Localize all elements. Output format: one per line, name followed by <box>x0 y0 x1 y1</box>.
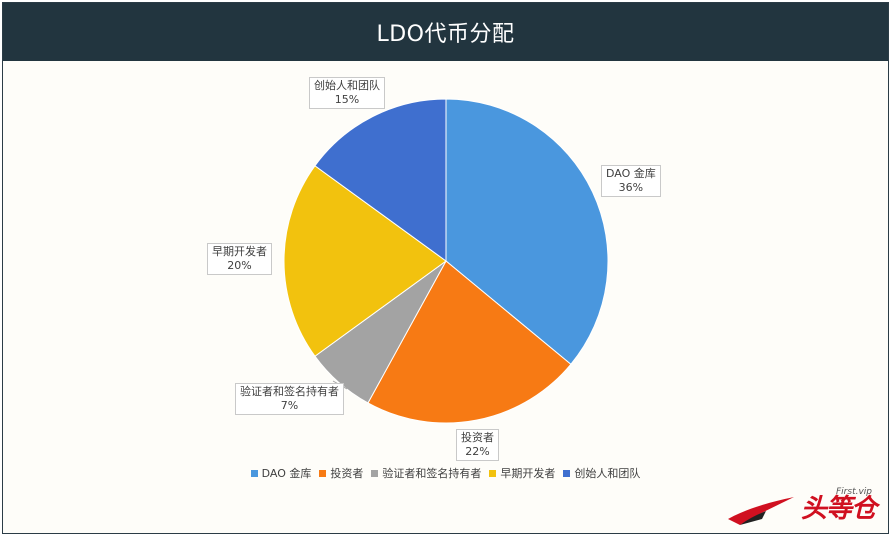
slice-label-value: 7% <box>280 399 299 412</box>
legend-item: 投资者 <box>319 465 363 481</box>
logo-swoosh-icon <box>728 497 794 525</box>
legend-item: DAO 金库 <box>250 465 312 481</box>
slice-data-label: 验证者和签名持有者 7% <box>235 383 344 415</box>
slice-label-value: 36% <box>618 181 644 194</box>
slice-label-name: 创始人和团队 <box>314 79 380 92</box>
slice-data-label: 早期开发者 20% <box>207 243 272 275</box>
slice-label-name: 早期开发者 <box>212 245 267 258</box>
slice-label-name: 投资者 <box>461 431 494 444</box>
pie-chart <box>283 98 609 424</box>
logo-text: 头等仓 <box>800 494 877 524</box>
pie-slice <box>367 260 572 424</box>
legend-label: DAO 金库 <box>261 467 312 480</box>
chart-header: LDO代币分配 <box>3 3 888 61</box>
legend-label: 验证者和签名持有者 <box>382 467 482 480</box>
slice-label-value: 15% <box>334 93 360 106</box>
pie-slice <box>445 98 609 365</box>
legend-swatch <box>250 469 258 477</box>
legend-item: 验证者和签名持有者 <box>371 465 481 481</box>
chart-title: LDO代币分配 <box>376 22 515 47</box>
slice-label-name: DAO 金库 <box>606 167 656 180</box>
slice-label-value: 20% <box>227 259 252 272</box>
pie-slice <box>283 165 447 357</box>
legend-item: 早期开发者 <box>489 465 555 481</box>
legend-swatch <box>371 469 379 477</box>
logo-subtext: First.vip <box>836 487 872 497</box>
brand-logo: First.vip 头等仓 <box>726 487 877 527</box>
legend-item: 创始人和团队 <box>563 465 640 481</box>
slice-label-name: 验证者和签名持有者 <box>240 385 339 398</box>
pie-slice <box>314 98 447 262</box>
legend-swatch <box>319 469 327 477</box>
legend-swatch <box>563 469 571 477</box>
legend-label: 投资者 <box>330 467 364 480</box>
legend-swatch <box>489 469 497 477</box>
slice-data-label: DAO 金库 36% <box>601 165 661 197</box>
slice-data-label: 投资者 22% <box>456 429 499 461</box>
slice-data-label: 创始人和团队 15% <box>309 77 385 109</box>
legend-label: 创始人和团队 <box>574 467 641 480</box>
slice-label-value: 22% <box>465 445 490 458</box>
chart-legend: DAO 金库 投资者 验证者和签名持有者 早期开发者 创始人和团队 <box>3 465 888 481</box>
legend-label: 早期开发者 <box>500 467 556 480</box>
